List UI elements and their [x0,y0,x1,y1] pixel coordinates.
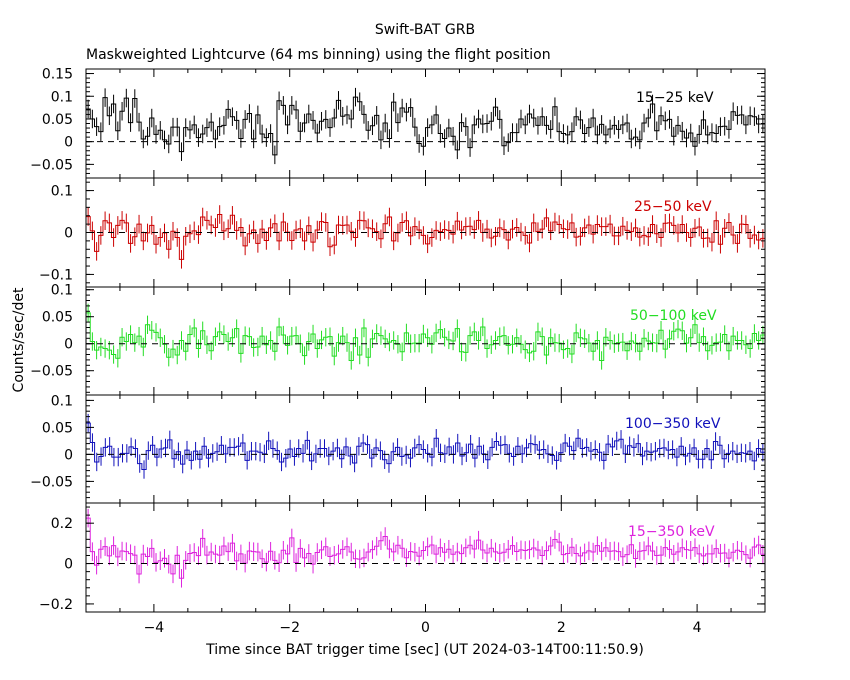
series-line-2 [86,213,765,260]
series-line-3 [86,312,765,361]
y-tick-label: −0.05 [30,364,73,380]
panel-frame [85,68,766,179]
y-tick-label: 0 [64,447,73,463]
panel-4: −0.05 0 0.05 0.1 100−350 keV [30,393,766,504]
y-tick-label: −0.2 [39,597,73,613]
energy-band-label: 50−100 keV [630,308,717,324]
panel-2: −0.1 0 0.1 25−50 keV [39,177,766,288]
y-tick-label: 0 [64,557,73,573]
energy-band-label: 25−50 keV [634,199,712,215]
y-tick-label: 0.1 [51,393,73,409]
chart-title: Swift-BAT GRB [375,22,475,38]
x-tick-label: 4 [693,620,702,636]
energy-band-label: 15−25 keV [636,90,714,106]
y-tick-label: 0.15 [42,67,73,83]
y-tick-label: 0.1 [51,283,73,299]
y-tick-label: 0.1 [51,89,73,105]
y-axis-label: Counts/sec/det [11,287,27,392]
series-line-1 [86,96,765,156]
x-tick-label: −2 [279,620,300,636]
x-tick-label: 2 [557,620,566,636]
y-tick-label: 0 [64,226,73,242]
x-tick-label: 0 [421,620,430,636]
y-tick-label: 0.05 [42,420,73,436]
y-tick-label: −0.1 [39,267,73,283]
series-line-4 [86,422,765,471]
chart-subtitle: Maskweighted Lightcurve (64 ms binning) … [86,47,551,63]
panel-5: −0.2 0 0.2 15−350 keV [39,502,766,613]
energy-band-label: 15−350 keV [628,524,715,540]
energy-band-label: 100−350 keV [625,416,721,432]
x-axis-label: Time since BAT trigger time [sec] (UT 20… [205,642,644,658]
y-tick-label: −0.05 [30,157,73,173]
panel-frame [85,394,766,504]
y-tick-label: 0.1 [51,184,73,200]
panel-1: −0.05 0 0.05 0.1 0.15 15−25 keV [30,67,766,179]
panel-3: −0.05 0 0.05 0.1 50−100 keV [30,283,766,396]
y-tick-label: 0 [64,337,73,353]
y-tick-label: 0 [64,135,73,151]
y-tick-label: −0.05 [30,474,73,490]
series-line-5 [86,517,765,579]
y-tick-label: 0.05 [42,310,73,326]
y-tick-label: 0.2 [51,516,73,532]
x-tick-label: −4 [144,620,165,636]
panel-stack: −0.05 0 0.05 0.1 0.15 15−25 keV −0.1 0 0.1 25−50 … [30,67,766,636]
y-tick-label: 0.05 [42,112,73,128]
